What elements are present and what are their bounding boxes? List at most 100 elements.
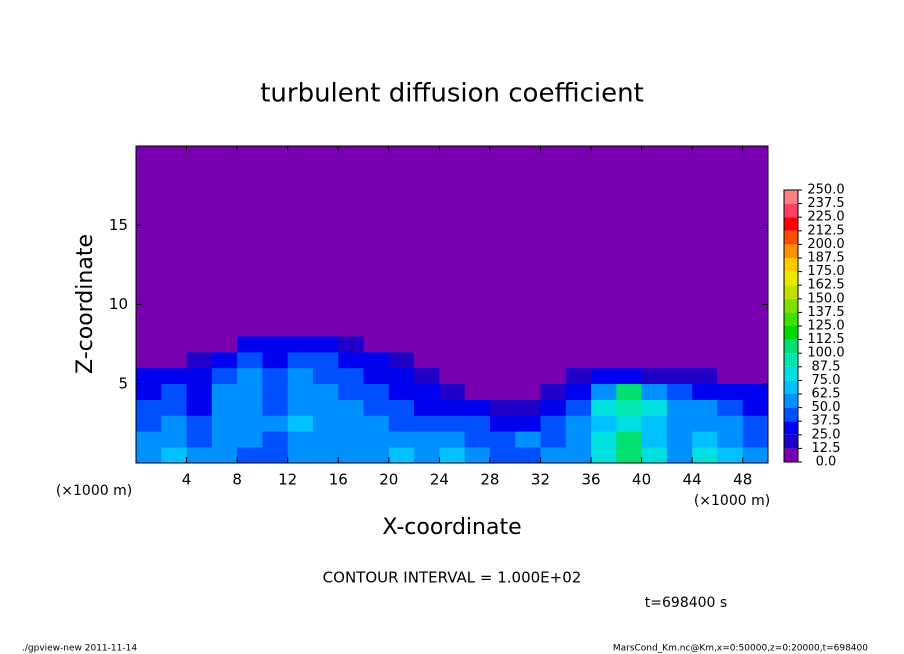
heat-cell <box>666 399 693 416</box>
heat-cell <box>211 336 238 353</box>
heat-cell <box>262 431 288 448</box>
heat-cell <box>338 383 364 400</box>
heat-cell <box>439 415 465 432</box>
heat-cell <box>414 399 440 416</box>
heat-cell <box>136 367 162 385</box>
heat-cell <box>666 352 693 369</box>
heat-cell <box>136 320 162 337</box>
heat-cell <box>616 399 642 416</box>
heat-cell <box>515 367 541 385</box>
heat-cell <box>338 447 364 464</box>
heat-cell <box>489 320 516 337</box>
heat-cell <box>388 383 415 400</box>
heat-cell <box>565 367 592 385</box>
heat-cell <box>161 415 187 432</box>
heat-cell <box>287 336 314 353</box>
colorbar-label: 100.0 <box>807 346 844 361</box>
heat-cell <box>161 352 187 369</box>
heat-cell <box>666 336 693 353</box>
heat-cell <box>666 415 693 432</box>
footer-right: MarsCond_Km.nc@Km,x=0:50000,z=0:20000,t=… <box>613 644 868 654</box>
colorbar-label: 37.5 <box>812 414 841 429</box>
time-label: t=698400 s <box>645 595 727 611</box>
heat-cell <box>439 447 465 464</box>
heat-cell <box>439 352 465 369</box>
y-tick-label: 5 <box>118 374 128 392</box>
colorbar-band <box>784 366 798 381</box>
x-tick-label: 40 <box>632 471 651 489</box>
heat-cell <box>136 431 162 448</box>
heat-cell <box>186 336 213 353</box>
heat-cell <box>211 447 238 464</box>
colorbar-band <box>784 339 798 354</box>
heat-cell <box>742 367 769 385</box>
heat-cell <box>439 367 465 385</box>
colorbar-band <box>784 394 798 408</box>
heat-cell <box>641 320 668 337</box>
heat-cell <box>287 352 314 369</box>
colorbar-band <box>784 448 798 462</box>
heat-cell <box>211 399 238 416</box>
footer-left: ./gpview-new 2011-11-14 <box>22 644 137 654</box>
heat-cell <box>565 399 592 416</box>
heat-cell <box>692 431 718 448</box>
heat-cell <box>692 447 718 464</box>
heat-cell <box>439 383 465 400</box>
x-unit-label: (×1000 m) <box>56 483 132 499</box>
x-tick-label: 20 <box>379 471 398 489</box>
heat-cell <box>287 447 314 464</box>
heat-cell <box>565 431 592 448</box>
heat-cell <box>338 431 364 448</box>
colorbar-band <box>784 326 798 340</box>
heat-cell <box>464 352 491 369</box>
heat-cell <box>136 352 162 369</box>
heat-cell <box>262 399 288 416</box>
heat-cell <box>211 367 238 385</box>
heat-cell <box>211 383 238 400</box>
heat-cell <box>287 431 314 448</box>
heat-cell <box>186 431 213 448</box>
heat-cell <box>211 415 238 432</box>
heat-cell <box>616 367 642 385</box>
x-tick-label: 28 <box>480 471 499 489</box>
heat-cell <box>136 415 162 432</box>
heat-cell <box>363 415 390 432</box>
heat-cell <box>464 447 491 464</box>
colorbar-band <box>784 203 798 218</box>
heat-cell <box>464 431 491 448</box>
heat-cell <box>363 320 390 337</box>
heat-cell <box>742 447 769 464</box>
heat-cell <box>540 320 567 337</box>
heat-cell <box>742 431 769 448</box>
colorbar-label: 87.5 <box>812 359 841 374</box>
colorbar-band <box>784 312 798 326</box>
heat-cell <box>136 447 162 464</box>
heat-cell <box>312 399 339 416</box>
heat-cell <box>692 383 718 400</box>
colorbar-label: 62.5 <box>812 387 841 402</box>
heat-cell <box>338 352 364 369</box>
heat-cell <box>692 320 718 337</box>
heat-cell <box>388 399 415 416</box>
heat-cell <box>363 399 390 416</box>
heat-cell <box>338 399 364 416</box>
heat-cell <box>312 336 339 353</box>
heat-cell <box>464 415 491 432</box>
heat-cell <box>742 336 769 353</box>
heat-cell <box>515 336 541 353</box>
colorbar-label: 187.5 <box>807 251 844 266</box>
heat-cell <box>641 336 668 353</box>
heat-cell <box>540 367 567 385</box>
heat-cell <box>692 399 718 416</box>
heat-cell <box>237 383 263 400</box>
colorbar-band <box>784 298 798 313</box>
heat-cell <box>186 447 213 464</box>
heat-cell <box>262 320 288 337</box>
heat-cell <box>287 399 314 416</box>
heat-cell <box>540 431 567 448</box>
heat-cell <box>287 383 314 400</box>
heat-cell <box>717 399 744 416</box>
heat-cell <box>338 415 364 432</box>
heat-cell <box>161 383 187 400</box>
heat-cell <box>338 367 364 385</box>
